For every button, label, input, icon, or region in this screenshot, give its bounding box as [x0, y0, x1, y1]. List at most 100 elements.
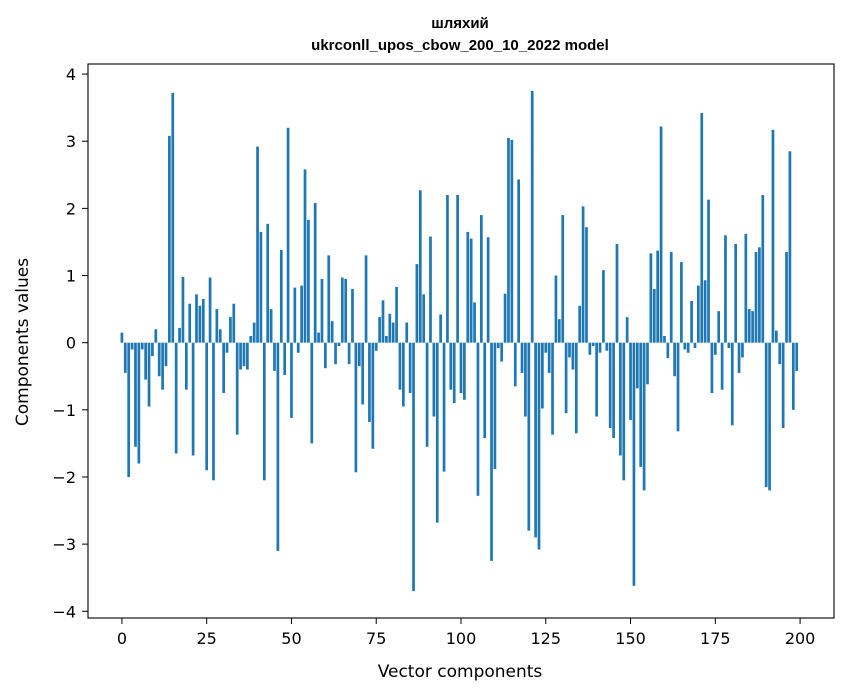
- bar: [785, 252, 788, 343]
- bar: [361, 342, 365, 405]
- bar: [446, 194, 449, 343]
- bar: [741, 342, 744, 358]
- bar: [469, 238, 473, 343]
- bar: [184, 342, 188, 390]
- bar: [154, 329, 158, 343]
- bar: [195, 294, 198, 343]
- bar: [635, 342, 639, 389]
- bar: [120, 332, 124, 343]
- bar: [286, 127, 290, 343]
- bar: [588, 342, 592, 355]
- bar: [690, 301, 693, 343]
- bar: [357, 342, 361, 367]
- bar: [340, 277, 344, 343]
- bar: [290, 342, 293, 418]
- bar: [330, 321, 334, 343]
- bar: [541, 342, 544, 409]
- bar: [208, 277, 212, 343]
- bar: [398, 342, 402, 390]
- bar: [201, 299, 205, 343]
- bar: [134, 342, 137, 447]
- bar: [619, 342, 622, 456]
- bar: [161, 342, 164, 390]
- bar: [429, 236, 432, 343]
- bar: [659, 126, 663, 343]
- bar: [585, 227, 588, 343]
- y-tick-label: 4: [66, 65, 76, 84]
- bar: [381, 300, 385, 343]
- bar: [279, 250, 283, 343]
- x-axis-label: Vector components: [378, 662, 543, 682]
- bar: [642, 342, 646, 491]
- bar: [673, 342, 676, 377]
- x-tick-label: 200: [785, 629, 816, 648]
- bar: [310, 342, 314, 444]
- bar: [300, 285, 303, 343]
- bar: [697, 285, 700, 343]
- bar: [466, 231, 470, 343]
- bar: [761, 194, 765, 343]
- x-tick-label: 100: [446, 629, 477, 648]
- bar: [608, 342, 612, 428]
- bar: [402, 342, 405, 407]
- y-axis-ticks: −4 −3 −2 −1 0 1 2 3 4: [52, 65, 88, 621]
- bar: [164, 342, 168, 367]
- bar: [656, 250, 660, 343]
- bar: [632, 342, 636, 586]
- bar: [581, 206, 585, 343]
- bar: [551, 342, 554, 435]
- bar: [500, 342, 504, 362]
- y-tick-label: 3: [66, 132, 76, 151]
- bar: [649, 253, 653, 343]
- bar: [215, 309, 219, 343]
- bar: [537, 342, 541, 550]
- bar: [239, 342, 242, 370]
- bar: [493, 342, 497, 469]
- bar: [388, 313, 392, 343]
- bar: [385, 335, 388, 343]
- bar: [568, 342, 571, 358]
- bar: [717, 311, 721, 343]
- bar: [775, 330, 778, 343]
- bar: [591, 342, 595, 347]
- bar: [747, 309, 751, 343]
- bar: [269, 309, 273, 343]
- bar: [449, 342, 453, 390]
- x-tick-label: 150: [615, 629, 646, 648]
- bar: [527, 342, 531, 531]
- x-tick-label: 50: [281, 629, 301, 648]
- bar: [751, 311, 754, 343]
- bar: [669, 252, 673, 343]
- bar: [334, 342, 337, 365]
- y-tick-label: −1: [52, 401, 76, 420]
- bar: [171, 92, 175, 343]
- bar: [246, 342, 249, 370]
- bar: [788, 151, 792, 343]
- bar: [639, 342, 643, 467]
- bar: [744, 233, 748, 343]
- x-tick-label: 175: [700, 629, 731, 648]
- bar: [605, 342, 609, 351]
- bar: [483, 342, 487, 439]
- plot-frame: [87, 63, 835, 619]
- bar: [507, 137, 510, 343]
- bar: [693, 342, 697, 349]
- bar: [432, 342, 436, 417]
- bar: [615, 243, 619, 343]
- bars-group: [120, 90, 799, 592]
- bar: [490, 342, 493, 561]
- bar: [574, 342, 578, 434]
- bar: [768, 342, 771, 491]
- bar: [571, 342, 575, 370]
- bar: [561, 215, 565, 343]
- bar: [764, 342, 768, 488]
- bar: [456, 194, 459, 343]
- x-axis-ticks: 0 25 50 75 100 125 150 175 200: [117, 618, 816, 648]
- x-tick-label: 125: [530, 629, 561, 648]
- bar: [439, 314, 443, 343]
- bar: [327, 255, 331, 343]
- bar: [157, 342, 161, 377]
- chart-title: шляхий: [431, 15, 489, 32]
- bar: [242, 342, 246, 367]
